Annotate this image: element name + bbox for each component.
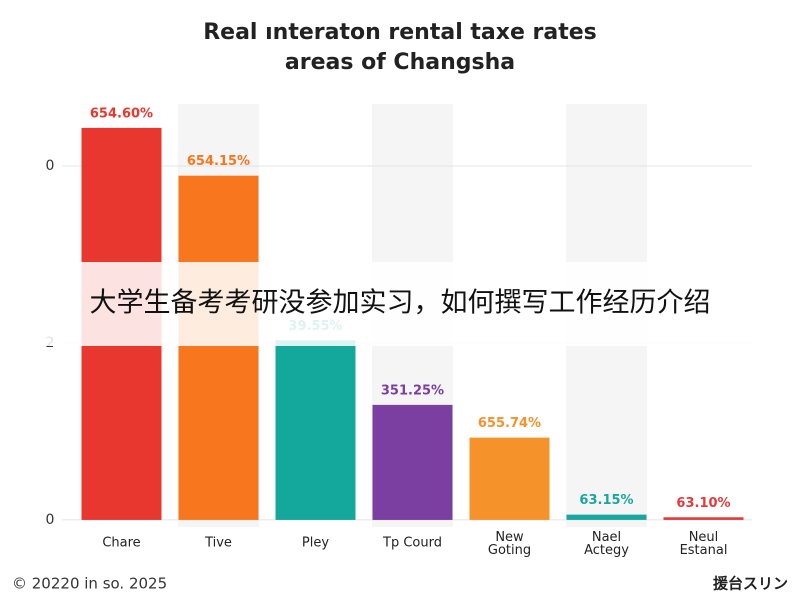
y-tick-label: 0 <box>46 158 55 174</box>
bar-label: 63.15% <box>579 493 633 508</box>
x-tick-label-line: Goting <box>488 543 531 558</box>
bar-label: 351.25% <box>381 383 444 398</box>
bar-label: 63.10% <box>676 496 730 511</box>
footer-right: 援台スリン <box>713 575 788 593</box>
x-tick-label: Neul Estanal <box>680 530 728 558</box>
footer-left: © 20220 in so. 2025 <box>12 575 167 593</box>
x-tick-label: Pley <box>302 536 329 551</box>
bar <box>566 514 647 520</box>
bar-label: 654.15% <box>187 154 250 169</box>
bar <box>275 340 356 520</box>
chart-title: areas of Changsha <box>285 50 515 75</box>
banner-band <box>0 262 800 346</box>
bar-label: 655.74% <box>478 416 541 431</box>
bar <box>663 517 744 520</box>
x-tick-label-line: Actegy <box>584 543 629 558</box>
x-tick-label: Tp Courd <box>382 536 442 551</box>
x-tick-label: New Goting <box>488 530 531 558</box>
bar <box>178 175 259 520</box>
bar-label: 654.60% <box>90 106 153 121</box>
x-tick-label: Nael Actegy <box>584 530 629 558</box>
x-tick-label: Tive <box>204 536 232 551</box>
y-tick-label: 0 <box>46 512 55 528</box>
bar <box>469 437 550 520</box>
x-tick-label-line: Estanal <box>680 543 728 558</box>
x-tick-label-line: Nael <box>592 530 621 545</box>
x-tick-label-line: Neul <box>689 530 719 545</box>
banner-text: 大学生备考考研没参加实习，如何撰写工作经历介绍 <box>90 288 711 319</box>
x-tick-label-line: New <box>495 530 524 545</box>
x-tick-label: Chare <box>102 536 140 551</box>
bar <box>372 404 453 520</box>
chart-title: Real ınteraton rental taxe rates <box>203 20 597 45</box>
